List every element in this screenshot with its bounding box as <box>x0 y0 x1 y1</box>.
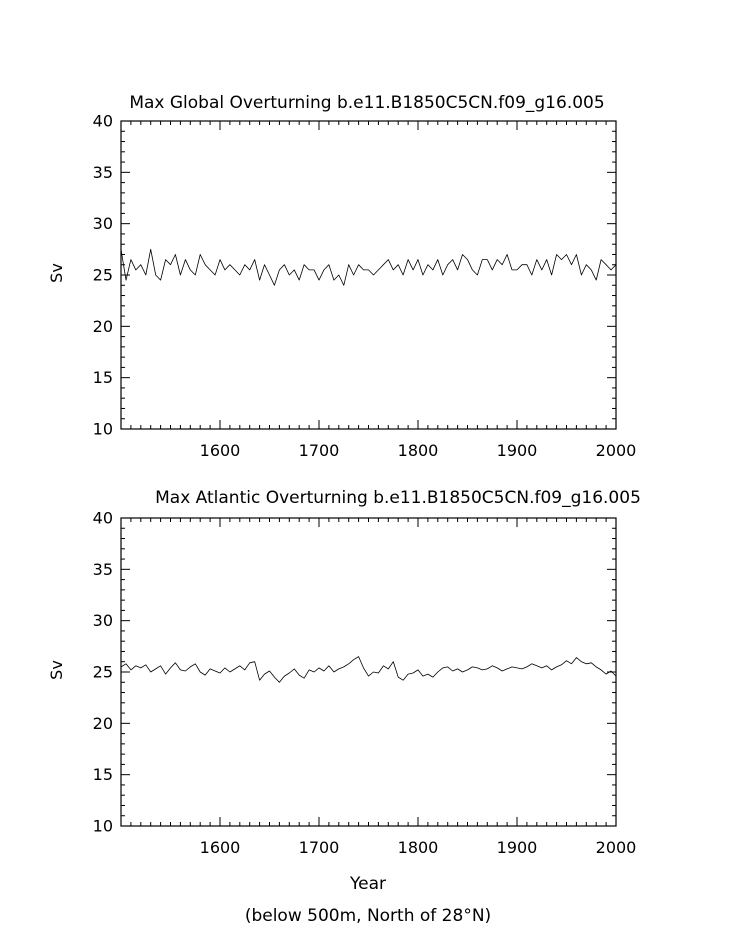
y-tick-label: 15 <box>93 368 113 387</box>
chart-subtitle: (below 500m, North of 28°N) <box>245 906 491 926</box>
x-tick-label: 1600 <box>200 838 241 857</box>
atlantic-overturning-panel: Max Atlantic Overturning b.e11.B1850C5CN… <box>47 488 641 926</box>
y-axis-label: Sv <box>47 263 66 283</box>
panel-title: Max Atlantic Overturning b.e11.B1850C5CN… <box>155 488 641 508</box>
series-line <box>120 248 617 286</box>
series-layer <box>120 656 617 683</box>
global-overturning-panel: Max Global Overturning b.e11.B1850C5CN.f… <box>47 93 636 460</box>
series-layer <box>120 248 617 286</box>
x-tick-label: 2000 <box>596 441 637 460</box>
x-tick-label: 1900 <box>497 838 538 857</box>
y-tick-label: 25 <box>93 266 113 285</box>
y-tick-label: 35 <box>93 560 113 579</box>
y-axis-label: Sv <box>47 660 66 680</box>
y-tick-label: 30 <box>93 611 113 630</box>
x-tick-label: 1800 <box>398 441 439 460</box>
y-tick-label: 25 <box>93 663 113 682</box>
x-tick-label: 1700 <box>299 838 340 857</box>
plot-frame <box>120 517 617 827</box>
x-tick-label: 1800 <box>398 838 439 857</box>
x-tick-label: 1900 <box>497 441 538 460</box>
x-tick-label: 1700 <box>299 441 340 460</box>
tick-labels: 1600 1700 1800 1900 2000 10 15 20 25 30 35 40 <box>93 112 637 461</box>
y-tick-label: 20 <box>93 714 113 733</box>
series-line <box>120 656 617 683</box>
x-tick-label: 2000 <box>596 838 637 857</box>
y-tick-label: 15 <box>93 765 113 784</box>
y-tick-label: 10 <box>93 420 113 439</box>
y-tick-label: 35 <box>93 163 113 182</box>
y-tick-label: 20 <box>93 317 113 336</box>
y-tick-label: 10 <box>93 817 113 836</box>
axis-ticks <box>121 517 617 827</box>
panel-title: Max Global Overturning b.e11.B1850C5CN.f… <box>129 93 604 113</box>
tick-labels: 1600 1700 1800 1900 2000 10 15 20 25 30 35 40 <box>93 509 637 858</box>
x-axis-label: Year <box>349 874 386 894</box>
y-tick-label: 40 <box>93 112 113 131</box>
y-tick-label: 40 <box>93 509 113 528</box>
plot-frame <box>120 120 617 430</box>
x-tick-label: 1600 <box>200 441 241 460</box>
y-tick-label: 30 <box>93 214 113 233</box>
